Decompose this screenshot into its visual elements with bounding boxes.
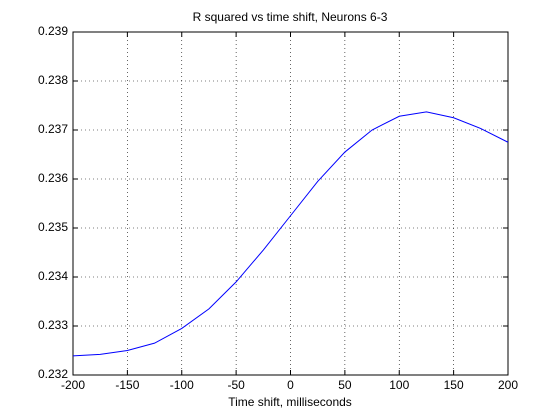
y-tick-label: 0.236 xyxy=(38,171,68,185)
y-tick-label: 0.238 xyxy=(38,73,68,87)
x-tick-label: 50 xyxy=(338,378,352,392)
x-tick-label: 0 xyxy=(287,378,294,392)
x-tick-label: -100 xyxy=(170,378,194,392)
y-tick-label: 0.234 xyxy=(38,269,68,283)
y-tick-label: 0.235 xyxy=(38,220,68,234)
y-tick-label: 0.237 xyxy=(38,122,68,136)
x-tick-label: -200 xyxy=(61,378,85,392)
x-tick-label: -150 xyxy=(115,378,139,392)
x-axis-label: Time shift, milliseconds xyxy=(228,395,352,409)
plot-frame xyxy=(72,31,509,376)
x-tick-label: 150 xyxy=(444,378,464,392)
x-tick-label: -50 xyxy=(227,378,245,392)
y-tick-label: 0.233 xyxy=(38,318,68,332)
line-series xyxy=(72,111,509,357)
x-tick-label: 100 xyxy=(389,378,409,392)
chart-title: R squared vs time shift, Neurons 6-3 xyxy=(193,10,388,24)
y-tick-label: 0.232 xyxy=(38,367,68,381)
x-tick-label: 200 xyxy=(498,378,518,392)
y-tick-label: 0.239 xyxy=(38,24,68,38)
